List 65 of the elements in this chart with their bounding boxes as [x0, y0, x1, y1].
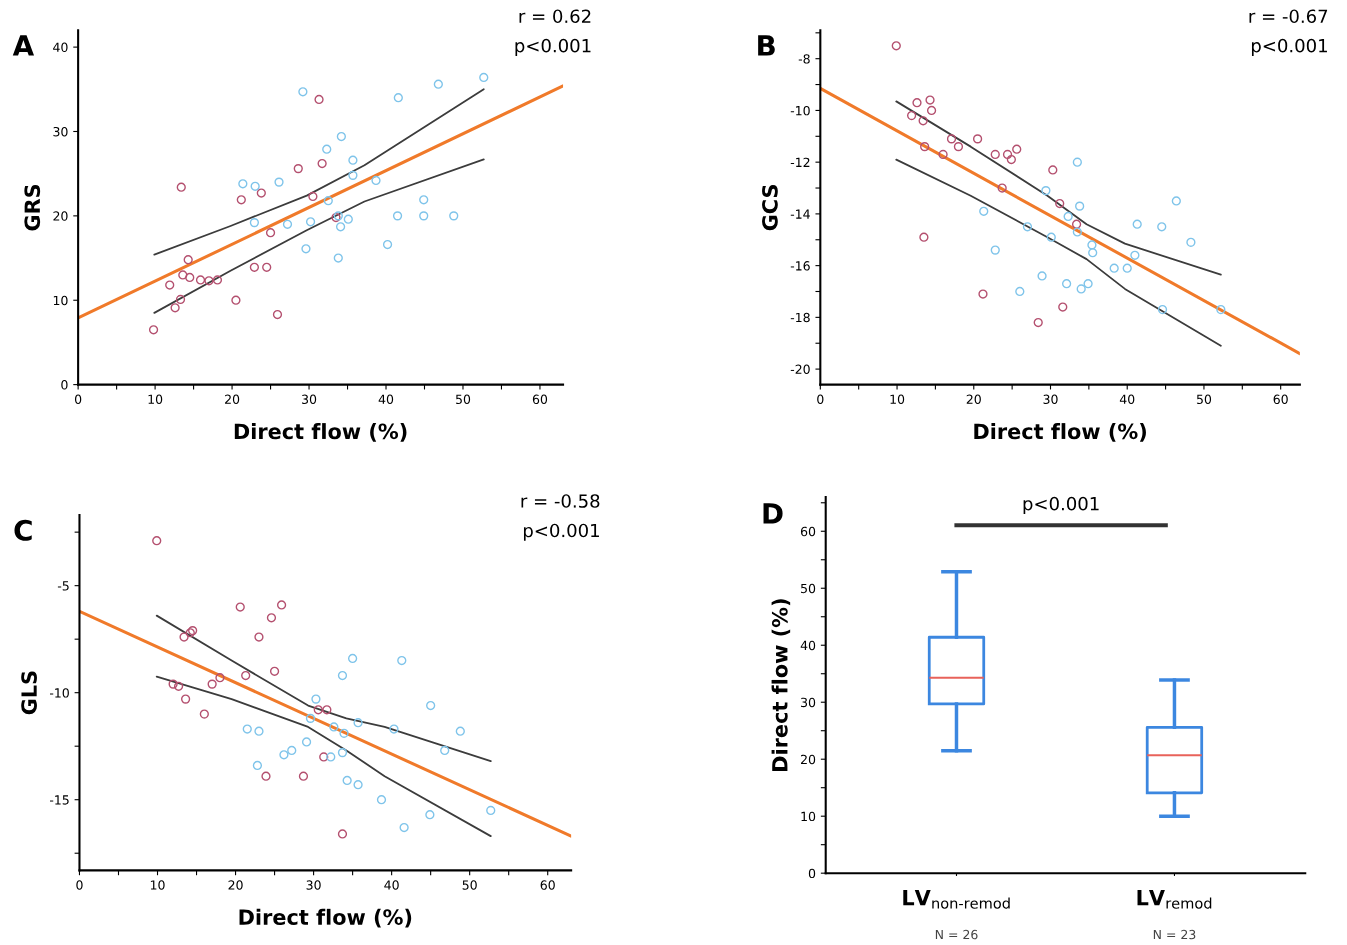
y-tick-label: 0 — [61, 380, 68, 390]
x-tick-label: 60 — [1273, 394, 1288, 405]
chart-title: A — [12, 35, 35, 56]
text: r = 0.62 — [519, 9, 591, 24]
x-tick-label: 30 — [302, 394, 317, 405]
text: r = -0.58 — [521, 494, 600, 508]
x-tick-label: 20 — [228, 880, 243, 890]
x-tick-label: 60 — [540, 880, 555, 890]
x-axis-title: Direct flow (%) — [239, 908, 412, 928]
annotation: p<0.001 — [515, 38, 591, 56]
y-tick-label: -16 — [790, 261, 810, 271]
y-tick-label: -15 — [49, 795, 69, 805]
y-tick-label: -12 — [790, 157, 810, 167]
y-tick-label: -8 — [798, 54, 810, 64]
annotation: p<0.001 — [1023, 496, 1099, 514]
x-tick-label: 50 — [1196, 394, 1212, 405]
x-tick-label: 10 — [890, 394, 905, 405]
y-tick-label: -20 — [790, 364, 810, 375]
y-tick-label: 40 — [53, 42, 68, 53]
x-tick-label: 0 — [74, 394, 82, 405]
x-axis-title: Direct flow (%) — [234, 423, 407, 442]
x-tick-label: LV$_{non-remod}$ — [903, 889, 1010, 909]
y-tick-label: -18 — [790, 312, 810, 323]
y-tick-label: 30 — [801, 697, 816, 708]
x-tick-label: 0 — [76, 880, 83, 890]
x-tick-label: 60 — [532, 394, 548, 405]
y-tick-label: 10 — [53, 295, 68, 306]
x-tick-label: LV$_{remod}$ — [1137, 889, 1212, 909]
y-tick-label: 40 — [800, 640, 816, 651]
y-axis-title: GLS — [21, 671, 37, 715]
x-tick-label: 50 — [462, 880, 477, 890]
chart-title: B — [758, 35, 775, 56]
y-tick-label: 60 — [800, 526, 816, 537]
x-tick-label: 20 — [966, 394, 981, 405]
x-tick-label: 50 — [455, 394, 471, 405]
y-tick-label: -14 — [790, 209, 810, 219]
x-tick-label: 40 — [384, 880, 399, 890]
y-tick-label: 50 — [801, 583, 816, 594]
y-axis-title: GRS — [24, 184, 41, 231]
annotation: p<0.001 — [523, 523, 599, 541]
x-tick-label: 40 — [1119, 394, 1135, 405]
x-tick-label: 10 — [148, 394, 163, 405]
x-tick-label: 30 — [1043, 394, 1058, 405]
y-axis-title: Direct flow (%) — [771, 599, 791, 771]
y-tick-label: 10 — [801, 811, 816, 822]
y-axis-title: GCS — [762, 185, 778, 231]
y-tick-label: 20 — [53, 211, 68, 221]
y-tick-label: -10 — [49, 688, 69, 698]
text: r = -0.67 — [1249, 9, 1328, 24]
y-tick-label: 0 — [808, 868, 816, 879]
x-tick-label: 20 — [225, 394, 240, 405]
chart-title: D — [763, 503, 783, 524]
annotation: p<0.001 — [1251, 38, 1327, 56]
chart-title: C — [14, 519, 32, 541]
y-tick-label: 20 — [801, 754, 816, 765]
x-tick-label: 0 — [817, 394, 824, 405]
x-tick-label: 10 — [150, 880, 165, 890]
y-tick-label: -5 — [57, 581, 69, 591]
x-axis-title: Direct flow (%) — [974, 423, 1146, 442]
text: N = 26 — [935, 929, 978, 940]
x-tick-label: 40 — [378, 394, 394, 405]
x-tick-label: 30 — [306, 880, 321, 890]
y-tick-label: -10 — [790, 105, 810, 116]
y-tick-label: 30 — [53, 126, 68, 137]
text: N = 23 — [1153, 929, 1196, 940]
